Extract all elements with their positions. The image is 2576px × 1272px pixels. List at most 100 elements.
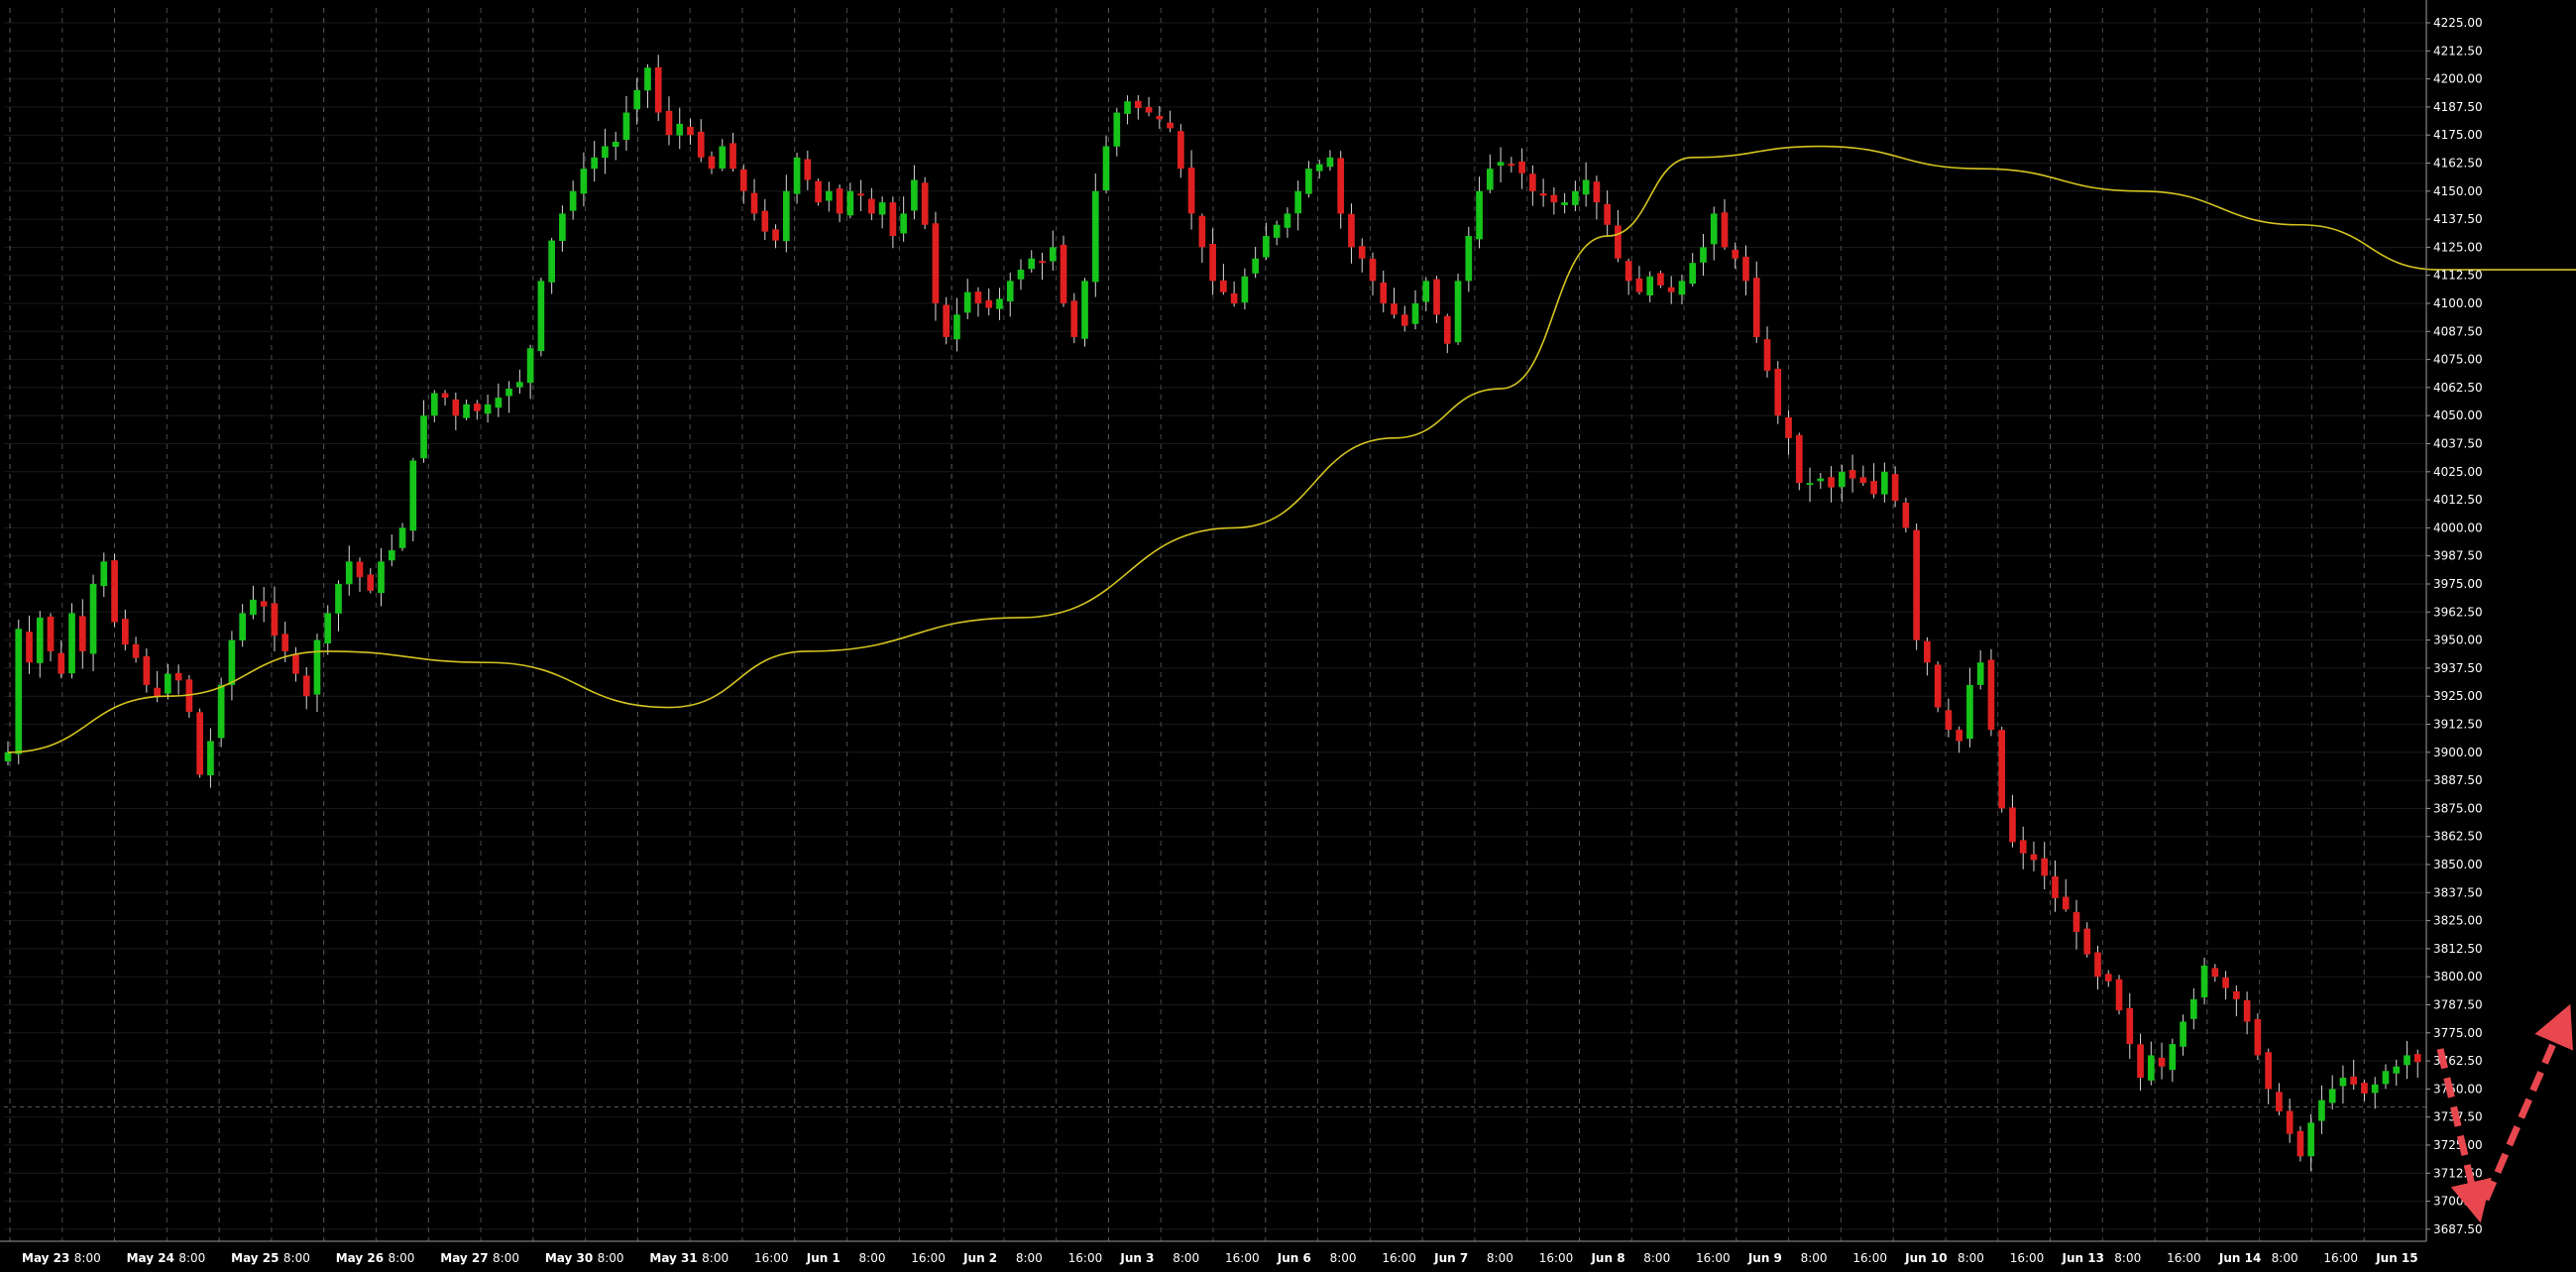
- candle: [1913, 523, 1920, 650]
- candle: [1752, 261, 1760, 343]
- candle: [260, 586, 268, 623]
- candle: [1838, 464, 1846, 503]
- x-tick-label: 8:00: [1958, 1251, 1984, 1265]
- candle-body: [1422, 281, 1430, 302]
- candle: [1881, 462, 1888, 503]
- candle: [1369, 252, 1377, 296]
- candle: [1539, 178, 1547, 207]
- candle-body: [857, 193, 864, 196]
- moving-average: [7, 145, 2576, 753]
- candle: [1134, 95, 1142, 120]
- candle-body: [2072, 912, 2080, 932]
- candle: [836, 184, 843, 223]
- candle: [345, 545, 353, 596]
- candle-body: [2393, 1066, 2401, 1074]
- candle: [654, 55, 662, 122]
- candle: [1113, 107, 1121, 157]
- candle: [2393, 1059, 2401, 1087]
- candle: [1315, 160, 1323, 179]
- candle-body: [260, 601, 268, 607]
- candle: [857, 179, 864, 212]
- candle-body: [1070, 300, 1078, 337]
- candle: [516, 369, 523, 395]
- candle: [1263, 222, 1270, 260]
- candle-body: [4, 752, 12, 761]
- candle: [100, 552, 108, 598]
- candle: [1006, 272, 1014, 317]
- y-tick-label: 3962.50: [2433, 605, 2483, 619]
- candle: [409, 457, 417, 542]
- candle-body: [2062, 896, 2070, 910]
- candle: [324, 605, 332, 655]
- candle-body: [345, 561, 353, 585]
- candle: [1945, 698, 1953, 738]
- candle-body: [1976, 662, 1984, 685]
- candle: [1337, 151, 1345, 229]
- candle: [2371, 1077, 2379, 1109]
- candle: [2094, 945, 2101, 989]
- y-tick-label: 4087.50: [2433, 324, 2483, 338]
- y-tick-label: 3825.00: [2433, 914, 2483, 928]
- candle-body: [761, 210, 769, 232]
- candle: [687, 118, 694, 145]
- candle: [441, 390, 449, 405]
- candle: [1305, 161, 1312, 198]
- candle-body: [591, 157, 599, 170]
- candle-body: [1934, 664, 1942, 708]
- candle: [622, 95, 630, 151]
- candle: [271, 586, 279, 651]
- candle: [1774, 361, 1782, 424]
- candle-body: [2200, 965, 2208, 998]
- candle-body: [1102, 146, 1110, 191]
- x-tick-label: 16:00: [2323, 1251, 2358, 1265]
- candle: [569, 180, 577, 220]
- candle: [111, 553, 118, 628]
- candle: [2328, 1075, 2336, 1110]
- candle-body: [708, 156, 716, 170]
- candle-body: [1945, 710, 1953, 731]
- x-tick-label: Jun 15: [2375, 1251, 2417, 1265]
- candle: [2062, 878, 2070, 912]
- candle-body: [2243, 999, 2251, 1022]
- candle-body: [378, 561, 385, 594]
- candle: [2030, 841, 2038, 871]
- candle: [1433, 276, 1440, 323]
- candle: [729, 132, 736, 172]
- candle-body: [1593, 181, 1601, 203]
- candle: [1358, 238, 1366, 273]
- candle: [1828, 466, 1835, 503]
- candle-body: [2222, 977, 2229, 988]
- candle: [420, 400, 427, 463]
- candle-body: [132, 643, 140, 658]
- annotation-arrow-up: [2482, 1003, 2573, 1202]
- candle-body: [1497, 162, 1505, 166]
- y-tick-label: 3925.00: [2433, 689, 2483, 703]
- x-tick-label: 8:00: [702, 1251, 728, 1265]
- candle: [548, 237, 555, 294]
- candle: [207, 728, 214, 788]
- candle-body: [281, 634, 289, 651]
- candle-body: [367, 574, 375, 591]
- candle-body: [537, 281, 545, 352]
- candle-body: [1902, 502, 1910, 528]
- candle-body: [2115, 979, 2123, 1011]
- candle-body: [1721, 212, 1729, 248]
- candle: [1902, 498, 1910, 533]
- x-tick-label: 8:00: [859, 1251, 886, 1265]
- y-tick-label: 4012.50: [2433, 493, 2483, 507]
- candle-body: [313, 639, 321, 695]
- candles: [4, 55, 2421, 1172]
- candle: [2350, 1059, 2358, 1091]
- candle-body: [1667, 287, 1675, 292]
- y-tick-label: 4200.00: [2433, 72, 2483, 86]
- candle-body: [68, 613, 75, 674]
- candle: [1710, 206, 1718, 261]
- candle: [89, 574, 97, 671]
- candle: [761, 198, 769, 241]
- candle-body: [2104, 974, 2112, 982]
- candle-body: [654, 66, 662, 113]
- candle-body: [878, 202, 886, 215]
- candle-body: [1060, 244, 1067, 303]
- candle: [591, 141, 599, 182]
